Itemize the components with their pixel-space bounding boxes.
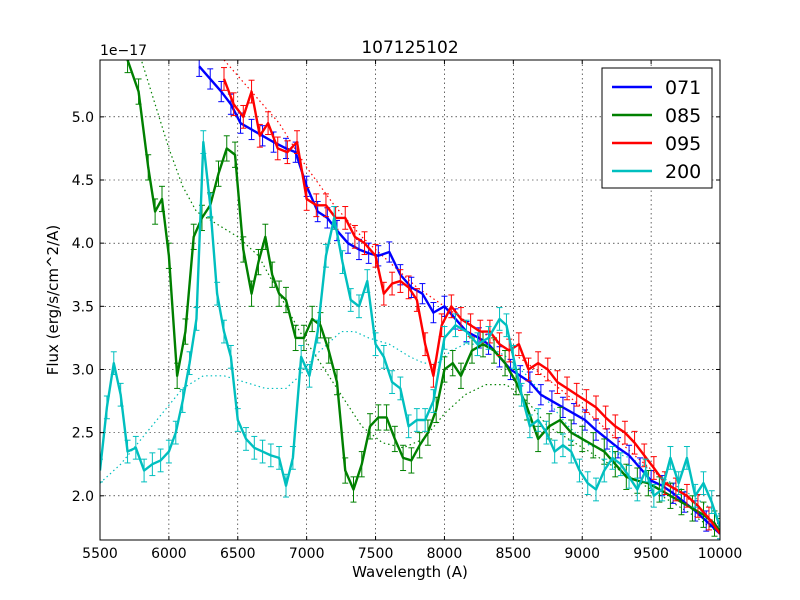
- x-tick-label: 9500: [633, 546, 669, 562]
- x-tick-label: 7000: [289, 546, 325, 562]
- x-tick-label: 9000: [564, 546, 600, 562]
- series-line-200: [100, 140, 720, 528]
- model-curve: [223, 60, 720, 528]
- y-tick-label: 2.5: [72, 426, 94, 442]
- series-line-085: [126, 60, 720, 532]
- x-tick-label: 5500: [82, 546, 118, 562]
- x-tick-label: 6000: [151, 546, 187, 562]
- y-tick-label: 5.0: [72, 110, 94, 126]
- series-200: [100, 130, 720, 540]
- plot-frame: [99, 59, 721, 541]
- model-curve: [140, 60, 720, 535]
- y-scale-offset-label: 1e−17: [100, 43, 147, 59]
- y-tick-label: 2.0: [72, 489, 94, 505]
- x-tick-label: 7500: [358, 546, 394, 562]
- y-tick-label: 3.0: [72, 362, 94, 378]
- axis-ticks: 5500 6000 6500 7000 7500 8000 8500 9000 9500 1000…: [72, 60, 743, 562]
- legend-label-200: 200: [665, 161, 701, 183]
- y-tick-label: 3.5: [72, 299, 94, 315]
- y-axis-label: Flux (erg/s/cm^2/A): [44, 225, 62, 376]
- legend-label-071: 071: [665, 77, 701, 99]
- legend-label-095: 095: [665, 133, 701, 155]
- x-axis-label: Wavelength (A): [352, 563, 468, 581]
- series-085: [124, 60, 720, 540]
- series-line-095: [222, 78, 720, 535]
- x-tick-label: 10000: [698, 546, 743, 562]
- chart-title: 107125102: [361, 38, 458, 58]
- legend-label-085: 085: [665, 105, 701, 127]
- x-tick-label: 6500: [220, 546, 256, 562]
- x-tick-label: 8000: [427, 546, 463, 562]
- legend: 071 085 095 200: [601, 67, 713, 189]
- x-tick-label: 8500: [496, 546, 532, 562]
- y-tick-label: 4.0: [72, 236, 94, 252]
- plot-area: [100, 60, 720, 540]
- y-tick-label: 4.5: [72, 173, 94, 189]
